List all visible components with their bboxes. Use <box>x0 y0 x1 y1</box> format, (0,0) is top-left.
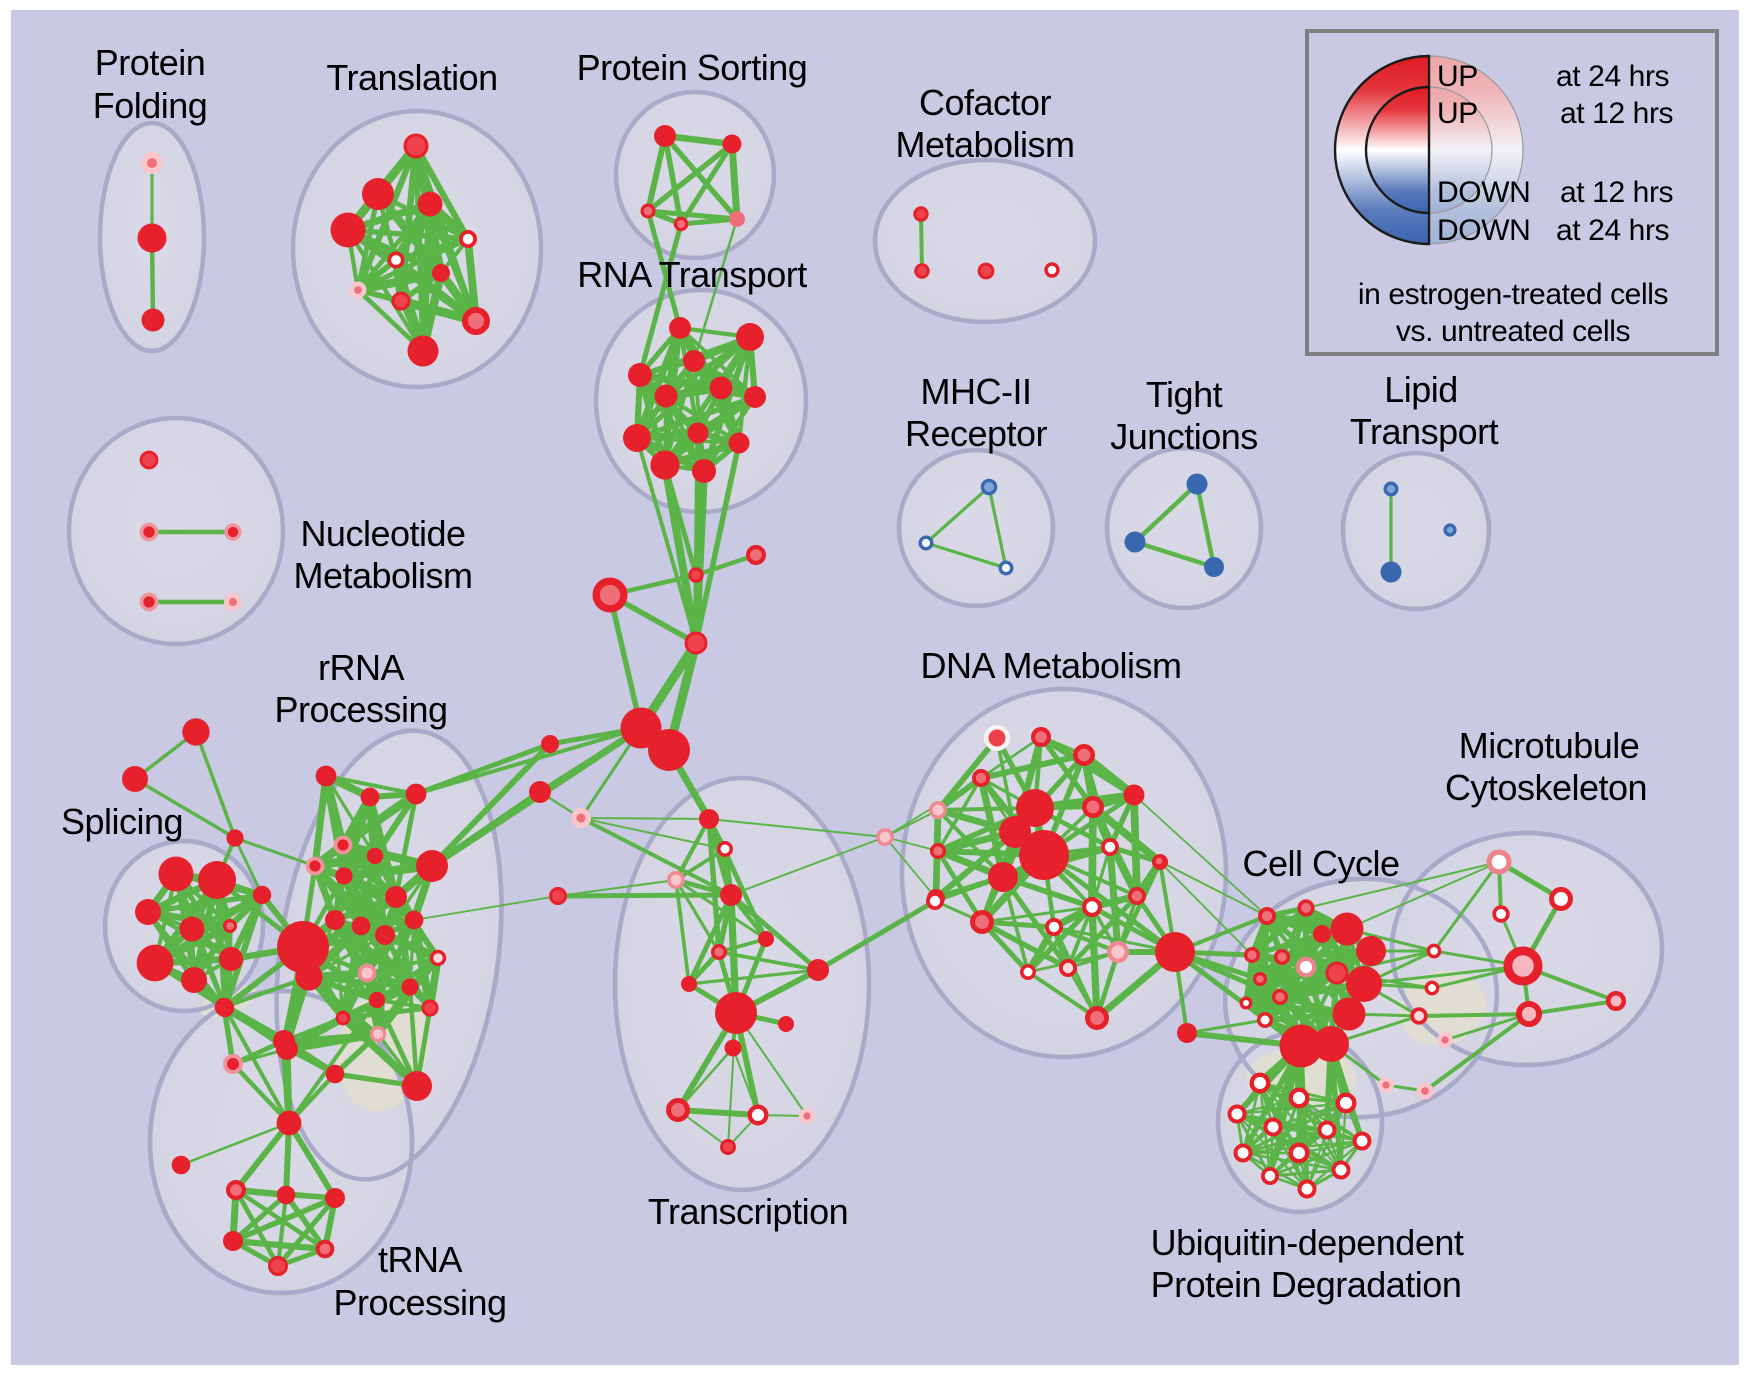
svg-text:DNA Metabolism: DNA Metabolism <box>920 645 1181 686</box>
svg-text:Processing: Processing <box>274 689 447 730</box>
svg-text:rRNA: rRNA <box>318 647 404 688</box>
svg-text:Protein Sorting: Protein Sorting <box>577 47 808 88</box>
svg-text:RNA Transport: RNA Transport <box>577 254 807 295</box>
svg-text:Processing: Processing <box>333 1282 506 1323</box>
svg-text:at 24 hrs: at 24 hrs <box>1556 214 1669 247</box>
svg-text:Metabolism: Metabolism <box>293 555 472 596</box>
svg-text:UP: UP <box>1437 97 1478 130</box>
svg-text:DOWN: DOWN <box>1437 176 1530 209</box>
svg-text:at 12 hrs: at 12 hrs <box>1560 176 1673 209</box>
svg-text:tRNA: tRNA <box>378 1239 462 1280</box>
svg-text:Transport: Transport <box>1350 411 1499 452</box>
svg-text:at 24 hrs: at 24 hrs <box>1556 60 1669 93</box>
svg-text:Metabolism: Metabolism <box>895 124 1074 165</box>
svg-text:Protein: Protein <box>95 42 206 83</box>
svg-text:Cofactor: Cofactor <box>919 82 1052 123</box>
svg-text:Cytoskeleton: Cytoskeleton <box>1445 767 1647 808</box>
svg-text:UP: UP <box>1437 60 1478 93</box>
svg-text:at 12 hrs: at 12 hrs <box>1560 97 1673 130</box>
svg-text:Ubiquitin-dependent: Ubiquitin-dependent <box>1151 1222 1464 1263</box>
svg-text:Transcription: Transcription <box>648 1191 848 1232</box>
svg-text:in estrogen-treated cells: in estrogen-treated cells <box>1358 278 1668 311</box>
svg-text:Nucleotide: Nucleotide <box>300 513 465 554</box>
svg-text:MHC-II: MHC-II <box>921 371 1032 412</box>
svg-text:Tight: Tight <box>1146 374 1223 415</box>
svg-text:Splicing: Splicing <box>61 801 183 842</box>
svg-text:DOWN: DOWN <box>1437 214 1530 247</box>
svg-text:Receptor: Receptor <box>905 413 1048 454</box>
svg-text:Lipid: Lipid <box>1384 369 1458 410</box>
svg-text:Microtubule: Microtubule <box>1459 725 1640 766</box>
svg-text:Protein Degradation: Protein Degradation <box>1151 1264 1462 1305</box>
svg-text:Cell Cycle: Cell Cycle <box>1242 843 1399 884</box>
svg-text:Translation: Translation <box>326 57 497 98</box>
svg-text:Junctions: Junctions <box>1110 416 1258 457</box>
svg-text:vs. untreated cells: vs. untreated cells <box>1396 315 1630 348</box>
svg-text:Folding: Folding <box>93 85 208 126</box>
